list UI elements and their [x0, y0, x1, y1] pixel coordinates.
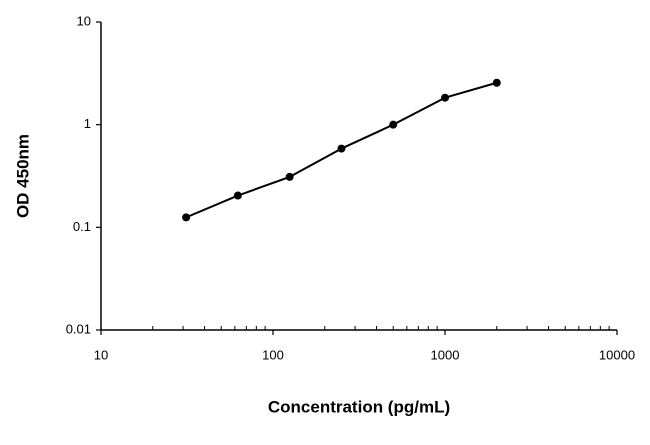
y-tick-label: 1 — [84, 116, 91, 131]
y-axis-title: OD 450nm — [13, 134, 32, 218]
x-axis-title: Concentration (pg/mL) — [268, 397, 450, 416]
x-tick-label: 1000 — [431, 347, 460, 362]
point — [441, 93, 449, 102]
point — [337, 144, 346, 153]
x-tick-label: 10000 — [599, 347, 635, 362]
point — [492, 78, 501, 87]
y-tick-label: 0.01 — [66, 321, 91, 336]
x-tick-label: 10 — [94, 347, 108, 362]
x-tick-label: 100 — [262, 347, 284, 362]
point — [285, 172, 294, 181]
y-tick-label: 0.1 — [73, 219, 91, 234]
point — [182, 213, 191, 222]
point — [233, 191, 242, 200]
point — [389, 120, 398, 129]
y-tick-label: 10 — [77, 13, 91, 28]
